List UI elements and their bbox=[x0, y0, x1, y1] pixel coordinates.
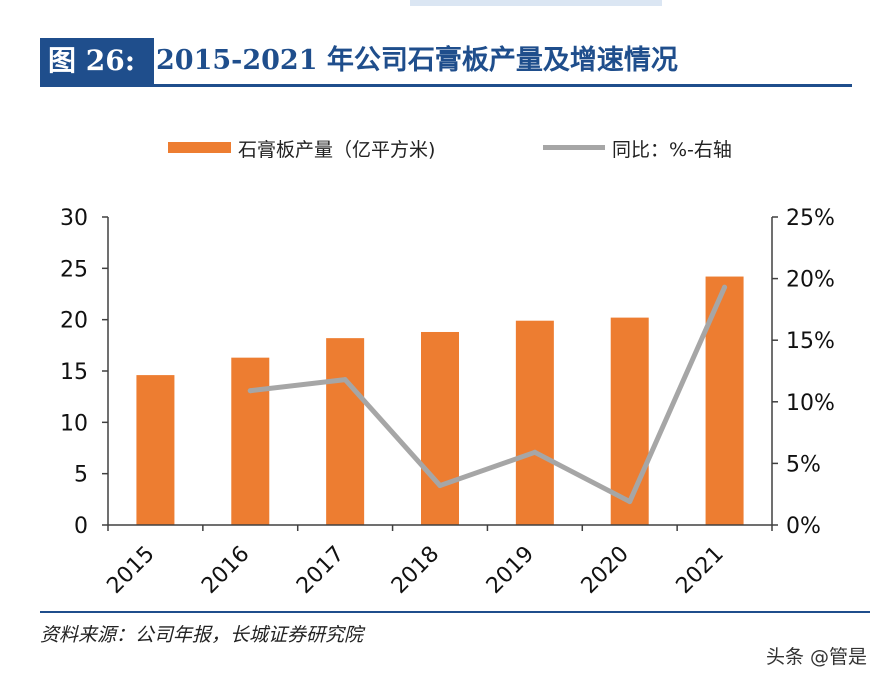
bar-2016 bbox=[231, 357, 270, 525]
growth-point-2020 bbox=[627, 499, 633, 505]
y-right-tick-label: 10% bbox=[786, 391, 835, 416]
figure-header: 图 26: 2015-2021 年公司石膏板产量及增速情况 bbox=[40, 38, 852, 87]
y-left-tick-label: 25 bbox=[60, 257, 88, 282]
growth-point-2019 bbox=[532, 449, 538, 455]
bar-2020 bbox=[610, 317, 649, 525]
growth-point-2016 bbox=[247, 388, 253, 394]
x-tick-label-2021: 2021 bbox=[672, 542, 729, 599]
legend-bar-swatch bbox=[168, 142, 231, 153]
y-right-tick-label: 0% bbox=[786, 514, 821, 539]
bar-2019 bbox=[515, 320, 554, 525]
x-tick-label-2018: 2018 bbox=[387, 542, 444, 599]
y-right-tick-label: 25% bbox=[786, 206, 835, 231]
y-left-tick-label: 10 bbox=[60, 411, 88, 436]
bar-2015 bbox=[136, 375, 175, 525]
x-tick-label-2016: 2016 bbox=[197, 542, 254, 599]
y-left-tick-label: 5 bbox=[74, 463, 88, 488]
legend: 石膏板产量（亿平方米) 同比：%-右轴 bbox=[168, 138, 732, 161]
y-left-tick-label: 0 bbox=[74, 514, 88, 539]
x-tick-label-2019: 2019 bbox=[482, 542, 539, 599]
x-tick-label-2015: 2015 bbox=[102, 542, 159, 599]
x-tick-label-2017: 2017 bbox=[292, 542, 349, 599]
bar-2018 bbox=[421, 331, 459, 525]
y-right-tick-label: 5% bbox=[786, 452, 821, 477]
y-left-tick-label: 30 bbox=[60, 206, 88, 231]
footer-divider bbox=[40, 611, 870, 613]
bar-2017 bbox=[326, 338, 365, 525]
figure-label: 图 26: bbox=[40, 38, 154, 84]
source-note: 资料来源：公司年报，长城证券研究院 bbox=[40, 624, 364, 646]
y-left-tick-label: 20 bbox=[60, 309, 88, 334]
y-right-tick-label: 20% bbox=[786, 268, 835, 293]
legend-bar-label: 石膏板产量（亿平方米) bbox=[238, 138, 435, 161]
growth-line-series bbox=[247, 284, 728, 505]
y-left-tick-label: 15 bbox=[60, 360, 88, 385]
growth-point-2017 bbox=[342, 377, 348, 383]
top-color-strip bbox=[410, 0, 662, 6]
y-right-tick-label: 15% bbox=[786, 329, 835, 354]
x-tick-label-2020: 2020 bbox=[577, 542, 634, 599]
watermark: 头条 @管是 bbox=[765, 646, 867, 668]
plot-area: 0 5 10 15 20 25 30 0% 5% 10% 15% 20% 25% 2015 2016 2017… bbox=[60, 206, 835, 599]
legend-line-label: 同比：%-右轴 bbox=[612, 139, 732, 161]
figure-title: 2015-2021 年公司石膏板产量及增速情况 bbox=[156, 45, 678, 76]
growth-point-2021 bbox=[722, 284, 728, 290]
growth-point-2018 bbox=[437, 483, 443, 489]
